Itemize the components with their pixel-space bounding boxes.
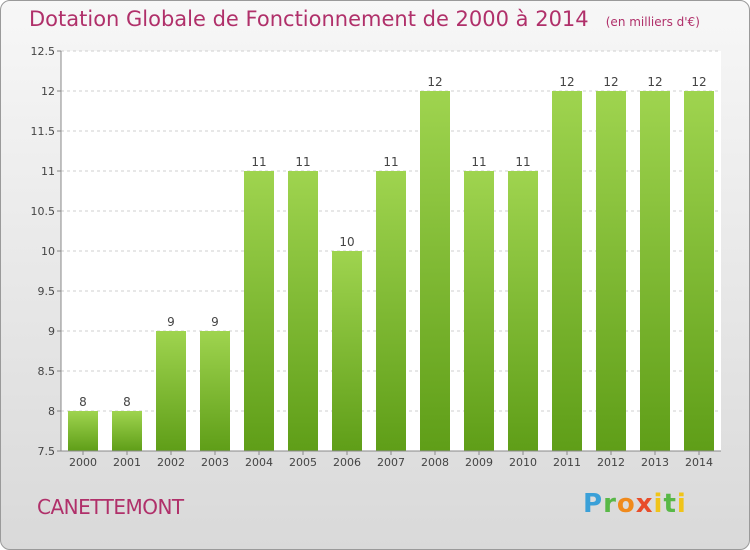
bar-value-label: 12 [647, 75, 662, 89]
x-tick-label: 2013 [641, 456, 669, 469]
bar [332, 251, 362, 451]
bar [596, 91, 626, 451]
x-tick-label: 2010 [509, 456, 537, 469]
bar [640, 91, 670, 451]
bar [508, 171, 538, 451]
proxiti-logo[interactable]: Proxiti [583, 489, 687, 519]
bar-value-label: 9 [211, 315, 219, 329]
y-tick-label: 8.5 [38, 365, 56, 378]
x-tick-label: 2006 [333, 456, 361, 469]
bar [68, 411, 98, 451]
x-tick-label: 2001 [113, 456, 141, 469]
y-tick-label: 12 [41, 85, 55, 98]
y-tick-label: 9.5 [38, 285, 56, 298]
bar-value-label: 11 [295, 155, 310, 169]
x-tick-label: 2012 [597, 456, 625, 469]
y-axis-ticks: 7.5 8 8.5 9 9.5 10 10.5 11 11.5 12 12.5 [31, 45, 61, 458]
bar [420, 91, 450, 451]
x-tick-label: 2004 [245, 456, 273, 469]
bar-value-label: 9 [167, 315, 175, 329]
y-tick-label: 9 [48, 325, 55, 338]
bar [244, 171, 274, 451]
bar [288, 171, 318, 451]
bar-value-label: 12 [691, 75, 706, 89]
y-tick-label: 8 [48, 405, 55, 418]
chart-title: Dotation Globale de Fonctionnement de 20… [29, 7, 589, 31]
x-tick-label: 2000 [69, 456, 97, 469]
x-tick-label: 2002 [157, 456, 185, 469]
bar-value-label: 11 [515, 155, 530, 169]
bar-value-label: 11 [383, 155, 398, 169]
x-axis-ticks: 2000 2001 2002 2003 2004 2005 2006 2007 2008 2009… [69, 451, 713, 469]
bars: 8 8 9 9 11 11 10 11 12 11 11 12 12 12 12 [68, 75, 714, 451]
x-tick-label: 2011 [553, 456, 581, 469]
bar-value-label: 12 [559, 75, 574, 89]
bar [376, 171, 406, 451]
bar [552, 91, 582, 451]
bar-value-label: 11 [251, 155, 266, 169]
x-tick-label: 2005 [289, 456, 317, 469]
bar [112, 411, 142, 451]
bar-value-label: 8 [79, 395, 87, 409]
y-tick-label: 7.5 [38, 445, 56, 458]
y-tick-label: 12.5 [31, 45, 56, 58]
y-tick-label: 11 [41, 165, 55, 178]
x-tick-label: 2007 [377, 456, 405, 469]
y-tick-label: 11.5 [31, 125, 56, 138]
bar-value-label: 10 [339, 235, 354, 249]
x-tick-label: 2008 [421, 456, 449, 469]
y-tick-label: 10.5 [31, 205, 56, 218]
title-line: Dotation Globale de Fonctionnement de 20… [29, 7, 700, 31]
bar-value-label: 8 [123, 395, 131, 409]
chart-subtitle: (en milliers d'€) [605, 15, 700, 29]
bar [156, 331, 186, 451]
bar-value-label: 11 [471, 155, 486, 169]
bar-value-label: 12 [603, 75, 618, 89]
bar [684, 91, 714, 451]
y-tick-label: 10 [41, 245, 55, 258]
x-tick-label: 2009 [465, 456, 493, 469]
bar [464, 171, 494, 451]
bar-value-label: 12 [427, 75, 442, 89]
x-tick-label: 2003 [201, 456, 229, 469]
x-tick-label: 2014 [685, 456, 713, 469]
commune-name: CANETTEMONT [37, 495, 184, 519]
bar [200, 331, 230, 451]
